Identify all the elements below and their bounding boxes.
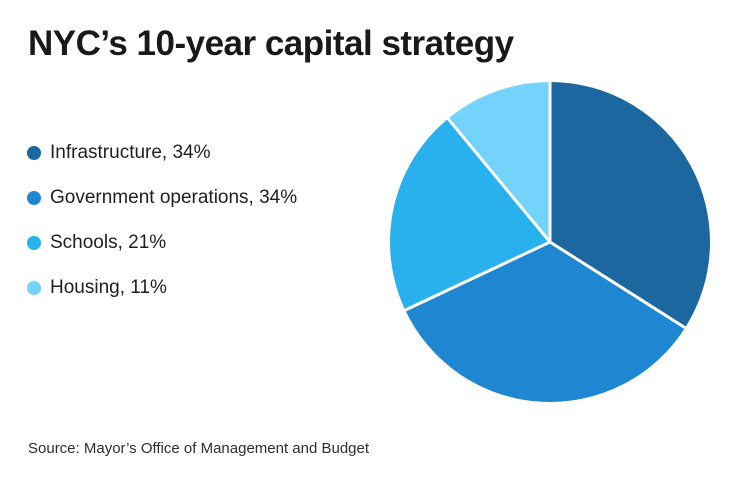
pie-divider <box>549 240 686 329</box>
pie-divider <box>404 240 551 312</box>
legend-dot <box>27 280 41 295</box>
legend: Infrastructure, 34% Government operation… <box>27 142 297 298</box>
legend-item-schools: Schools, 21% <box>27 232 297 253</box>
legend-item-infrastructure: Infrastructure, 34% <box>27 142 297 163</box>
pie-divider <box>446 117 552 243</box>
legend-dot <box>27 235 41 250</box>
source-note: Source: Mayor’s Office of Management and… <box>28 440 370 457</box>
chart-title: NYC’s 10-year capital strategy <box>28 24 514 63</box>
legend-label: Infrastructure, 34% <box>50 141 211 163</box>
pie-slice-housing <box>448 82 550 242</box>
legend-item-government-operations: Government operations, 34% <box>27 187 297 208</box>
legend-label: Schools, 21% <box>50 231 167 253</box>
legend-dot <box>27 190 41 205</box>
legend-item-housing: Housing, 11% <box>27 277 297 298</box>
legend-dot <box>27 145 41 160</box>
pie-chart <box>390 82 710 402</box>
pie-slice-schools <box>390 118 550 311</box>
pie-slice-government-operations <box>405 242 686 402</box>
legend-label: Housing, 11% <box>50 276 167 298</box>
pie-chart-area <box>380 72 720 412</box>
legend-label: Government operations, 34% <box>50 186 298 208</box>
